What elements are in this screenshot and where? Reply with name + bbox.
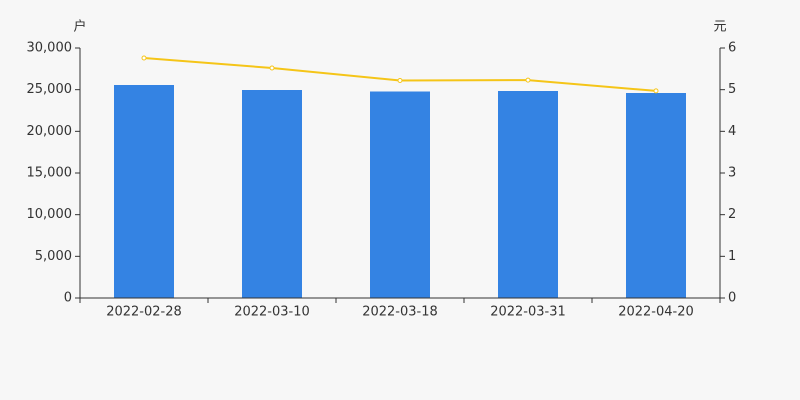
bar [114, 85, 174, 298]
y2-tick-label: 3 [728, 166, 736, 181]
x-tick-label: 2022-02-28 [106, 305, 182, 320]
x-tick-label: 2022-03-18 [362, 305, 438, 320]
bar [498, 91, 558, 298]
y-tick-label: 15,000 [27, 166, 73, 181]
line-point [141, 55, 147, 61]
y2-tick-label: 2 [728, 207, 736, 222]
x-tick-label: 2022-03-31 [490, 305, 566, 320]
y2-tick-label: 4 [728, 124, 736, 139]
line-point [653, 88, 659, 94]
y-axis-label: 户 [73, 19, 86, 35]
y2-tick-label: 5 [728, 82, 736, 97]
bar [370, 91, 430, 298]
y2-tick-label: 6 [728, 41, 736, 56]
x-tick-label: 2022-03-10 [234, 305, 310, 320]
x-tick-label: 2022-04-20 [618, 305, 694, 320]
bar [242, 90, 302, 298]
y2-tick-label: 0 [728, 291, 736, 306]
y-tick-label: 5,000 [35, 249, 72, 264]
y-tick-label: 20,000 [27, 124, 73, 139]
y2-axis-label: 元 [713, 20, 726, 35]
y-tick-label: 30,000 [27, 41, 73, 56]
line-point [525, 77, 531, 83]
line-point [397, 78, 403, 83]
bar [626, 93, 686, 298]
y2-tick-label: 1 [728, 249, 736, 264]
y-tick-label: 10,000 [27, 207, 73, 222]
y-tick-label: 0 [64, 291, 72, 306]
y-tick-label: 25,000 [27, 82, 73, 97]
line-point [269, 65, 275, 71]
